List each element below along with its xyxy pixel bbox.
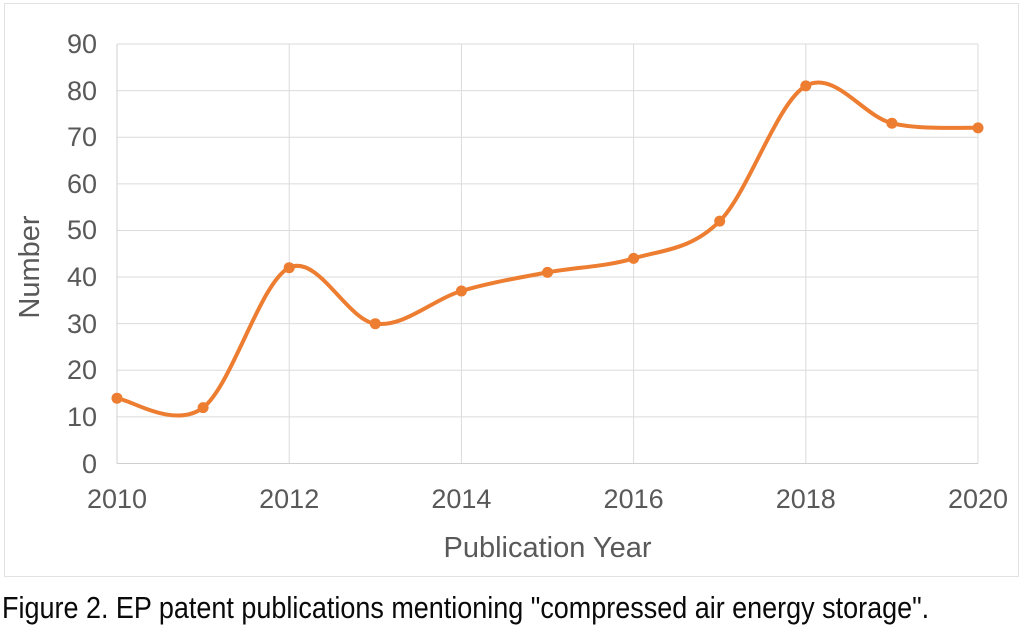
y-axis-tick-label: 70 <box>66 122 97 153</box>
data-point-marker <box>542 266 553 278</box>
data-point-marker <box>111 392 123 404</box>
data-point-marker <box>972 122 984 134</box>
y-axis-tick-label: 0 <box>81 448 97 479</box>
y-axis-tick-label: 30 <box>66 308 97 339</box>
y-axis-tick-label: 80 <box>66 75 97 106</box>
data-point-marker <box>628 252 640 264</box>
x-axis-tick-label: 2016 <box>603 484 664 514</box>
y-axis-title: Number <box>14 215 46 319</box>
y-axis-tick-label: 10 <box>66 401 97 432</box>
y-axis-tick-label: 60 <box>66 168 97 199</box>
x-axis-tick-label: 2010 <box>86 484 148 514</box>
data-point-marker <box>455 285 467 297</box>
x-axis-title: Publication Year <box>443 532 652 564</box>
series-line <box>115 80 980 418</box>
line-chart <box>111 43 984 464</box>
y-axis-tick-label: 50 <box>66 215 97 246</box>
data-point-marker <box>714 215 726 227</box>
data-point-marker <box>283 262 295 274</box>
figure-caption: Figure 2. EP patent publications mention… <box>2 590 930 625</box>
y-axis-tick-label: 20 <box>66 355 97 386</box>
x-axis-tick-label: 2020 <box>947 484 1009 514</box>
data-point-marker <box>369 318 381 330</box>
data-point-marker <box>886 117 898 129</box>
x-axis-tick-label: 2014 <box>431 484 492 514</box>
x-axis-tick-label: 2018 <box>775 484 836 514</box>
y-axis-tick-label: 40 <box>66 262 97 293</box>
data-point-marker <box>197 402 209 414</box>
data-point-marker <box>800 80 812 92</box>
x-axis-tick-label: 2012 <box>259 484 320 514</box>
y-axis-tick-label: 90 <box>66 29 97 59</box>
